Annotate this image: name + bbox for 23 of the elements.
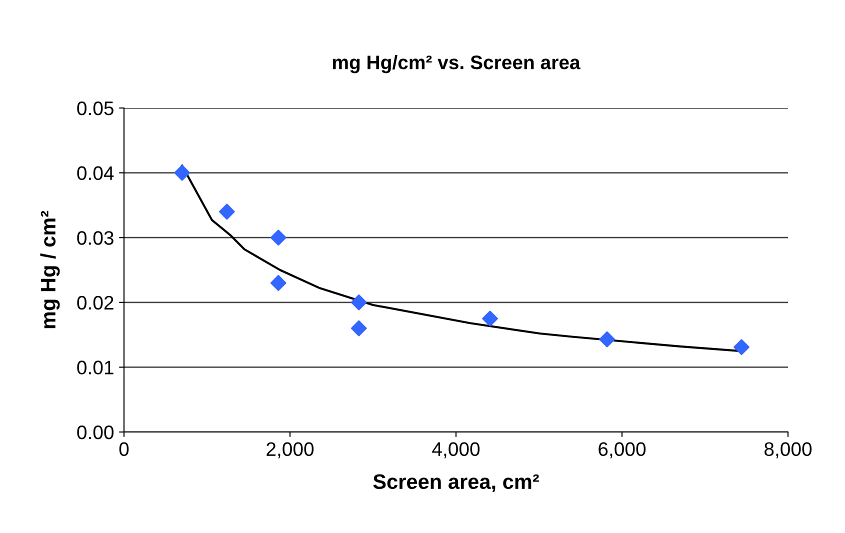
x-axis-title: Screen area, cm² [373,474,539,492]
x-tick-label: 0 [119,442,129,456]
y-axis-title: mg Hg / cm² [40,210,60,328]
point [218,204,235,220]
point [270,230,286,246]
y-tick-label: 0.01 [77,360,114,374]
point [734,339,750,356]
y-tick-label: 0.02 [77,296,114,310]
point [270,274,286,291]
y-tick-label: 0.00 [77,425,114,440]
point [174,164,190,181]
x-tick-label: 4,000 [432,442,480,458]
point [350,320,367,336]
point [482,310,498,327]
point [599,331,616,348]
y-tick-label: 0.05 [77,101,114,116]
chart-title: mg Hg/cm² vs. Screen area [333,55,580,74]
point [350,294,367,310]
y-tick-label: 0.04 [77,166,114,180]
x-tick-label: 6,000 [598,442,646,458]
x-tick-label: 8,000 [764,442,812,458]
x-tick-label: 2,000 [266,442,314,458]
y-tick-label: 0.03 [77,231,114,245]
